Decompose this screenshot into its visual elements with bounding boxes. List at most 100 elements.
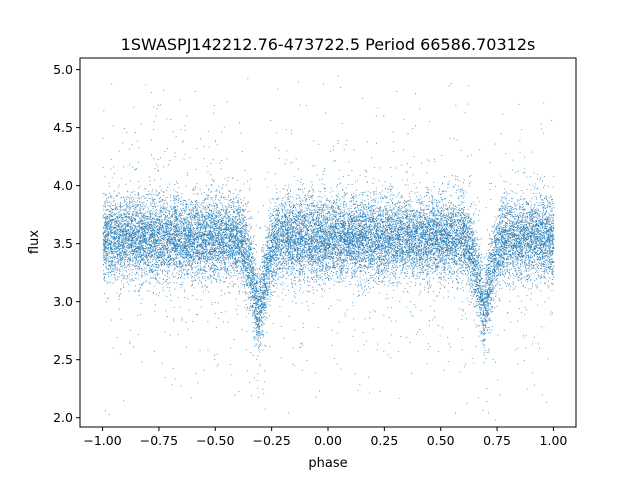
data-point xyxy=(176,214,178,215)
data-point xyxy=(454,237,455,238)
data-point xyxy=(156,234,157,236)
data-point xyxy=(123,235,125,237)
data-point xyxy=(468,257,469,258)
data-point xyxy=(327,208,328,210)
data-point xyxy=(143,223,145,225)
data-point xyxy=(132,166,134,168)
data-point xyxy=(134,209,135,211)
data-point xyxy=(442,260,444,262)
data-point xyxy=(153,243,155,245)
data-point xyxy=(218,243,220,244)
data-point xyxy=(240,190,242,192)
data-point xyxy=(184,235,186,237)
data-point xyxy=(221,203,223,205)
data-point xyxy=(390,235,392,237)
data-point xyxy=(486,280,488,282)
data-point xyxy=(215,235,216,236)
data-point xyxy=(118,242,120,244)
data-point xyxy=(477,260,479,262)
data-point xyxy=(338,248,339,250)
data-point xyxy=(377,249,379,250)
data-point xyxy=(129,262,130,264)
data-point xyxy=(408,233,410,235)
data-point xyxy=(367,227,369,228)
data-point xyxy=(137,236,139,238)
data-point xyxy=(468,226,470,228)
data-point xyxy=(515,221,517,222)
data-point xyxy=(382,219,384,220)
data-point xyxy=(113,214,115,216)
data-point xyxy=(112,250,113,252)
data-point xyxy=(529,243,531,245)
data-point xyxy=(376,254,378,256)
data-point xyxy=(259,332,260,334)
data-point xyxy=(303,225,305,227)
data-point xyxy=(389,247,391,249)
data-point xyxy=(550,253,552,255)
data-point xyxy=(148,234,150,236)
data-point xyxy=(501,229,503,231)
data-point xyxy=(530,217,532,219)
data-point xyxy=(193,193,195,195)
data-point xyxy=(394,245,396,247)
data-point xyxy=(111,242,113,244)
data-point xyxy=(520,266,521,268)
data-point xyxy=(336,299,338,301)
data-point xyxy=(257,282,259,283)
data-point xyxy=(423,267,424,269)
data-point xyxy=(158,241,160,243)
data-point xyxy=(512,159,514,161)
data-point xyxy=(117,220,119,222)
data-point xyxy=(267,265,269,267)
data-point xyxy=(139,198,141,200)
data-point xyxy=(110,236,112,237)
data-point xyxy=(281,244,282,246)
data-point xyxy=(276,244,278,246)
data-point xyxy=(455,263,457,265)
data-point xyxy=(538,268,540,270)
data-point xyxy=(297,234,299,236)
data-point xyxy=(138,257,140,259)
data-point xyxy=(499,239,501,241)
data-point xyxy=(384,209,386,211)
data-point xyxy=(543,218,545,220)
data-point xyxy=(273,226,274,227)
data-point xyxy=(226,158,228,160)
data-point xyxy=(269,286,271,288)
data-point xyxy=(163,259,165,261)
data-point xyxy=(363,236,365,237)
data-point xyxy=(529,237,531,239)
data-point xyxy=(181,210,182,212)
data-point xyxy=(201,272,203,274)
data-point xyxy=(478,273,480,275)
data-point xyxy=(242,329,243,330)
data-point xyxy=(410,234,412,236)
data-point xyxy=(552,272,554,273)
data-point xyxy=(364,224,366,225)
data-point xyxy=(136,231,138,233)
data-point xyxy=(339,259,341,261)
data-point xyxy=(364,254,366,256)
data-point xyxy=(382,249,384,251)
data-point xyxy=(460,243,462,244)
data-point xyxy=(142,269,144,271)
data-point xyxy=(262,291,264,293)
data-point xyxy=(468,255,470,257)
data-point xyxy=(532,372,534,374)
data-point xyxy=(320,268,322,270)
data-point xyxy=(366,181,368,183)
data-point xyxy=(543,252,544,253)
data-point xyxy=(240,222,242,223)
data-point xyxy=(321,240,323,242)
data-point xyxy=(408,256,410,258)
data-point xyxy=(237,250,238,252)
data-point xyxy=(313,247,314,248)
data-point xyxy=(299,273,301,275)
data-point xyxy=(106,248,108,249)
data-point xyxy=(236,213,238,215)
data-point xyxy=(105,220,107,222)
data-point xyxy=(445,244,447,246)
data-point xyxy=(429,238,431,240)
data-point xyxy=(302,200,304,202)
data-point xyxy=(511,216,513,218)
